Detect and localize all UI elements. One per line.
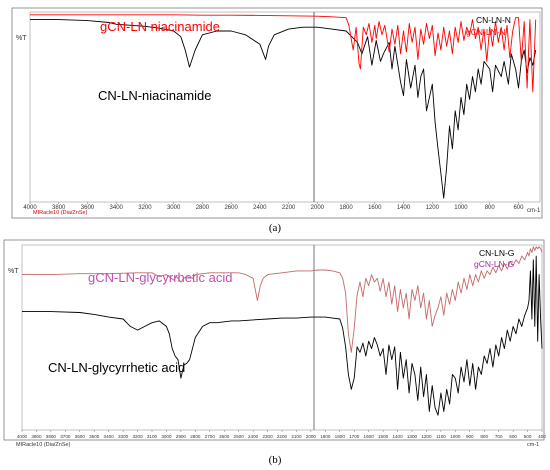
panel-a-xtick-label: 1000: [454, 205, 468, 211]
panel-a-xtick-label: 3000: [167, 205, 181, 211]
panel-a-footer: MIRacle10 (Dia/ZnSe): [33, 210, 88, 216]
panel-b-xtick-label: 3800: [46, 434, 57, 439]
panel-b-xtick-label: 3700: [60, 434, 71, 439]
panel-a-xtick-label: 1600: [368, 205, 382, 211]
panel-a-series: [30, 14, 537, 199]
panel-b-annotation-pink: gCN-LN-glycyrrhetic acid: [88, 270, 232, 285]
panel-b-legend-black: CN-LN-G: [479, 248, 514, 258]
panel-a-xtick-label: 2400: [253, 205, 267, 211]
panel-a-xtick-label: 3600: [81, 205, 95, 211]
caption-b: (b): [268, 454, 282, 466]
panel-b-xtick-label: 800: [480, 434, 488, 439]
panel-a: %T 4000 3800 3600 3400 3200 3000 2800 2600 2400 2…: [11, 7, 543, 219]
panel-b-xunit: cm-1: [527, 442, 539, 448]
panel-b-xtick-label: 2300: [262, 434, 273, 439]
panel-b-ylabel: %T: [8, 268, 19, 275]
panel-b-xtick-label: 2600: [219, 434, 230, 439]
panel-a-xtick-label: 1800: [339, 205, 353, 211]
panel-a-ylabel: %T: [16, 35, 27, 42]
panel-a-xticks: 4000 3800 3600 3400 3200 3000 2800 2600 2400 2200…: [23, 202, 524, 211]
panel-b-plot-area: [21, 244, 543, 431]
panel-a-xtick-label: 4000: [23, 205, 37, 211]
panel-b-xtick-label: 500: [524, 434, 532, 439]
panel-b: %T 4000 3900 3800 3700 3600 3500 3400 3300 3200 3…: [3, 239, 546, 448]
panel-b-xtick-label: 1600: [364, 434, 375, 439]
panel-a-series-cn-ln-n: [30, 19, 537, 199]
panel-a-xtick-label: 2800: [196, 205, 210, 211]
panel-b-xtick-label: 2800: [190, 434, 201, 439]
panel-b-series: [22, 246, 543, 416]
caption-a: (a): [268, 222, 282, 234]
panel-b-xtick-label: 2100: [291, 434, 302, 439]
panel-a-series-gcn-ln-n: [30, 14, 537, 93]
panel-b-xtick-label: 2200: [277, 434, 288, 439]
panel-a-xtick-label: 600: [513, 205, 524, 211]
panel-b-xtick-label: 1200: [421, 434, 432, 439]
panel-b-xtick-label: 3400: [104, 434, 115, 439]
panel-b-xtick-label: 700: [495, 434, 503, 439]
panel-b-xtick-label: 3100: [147, 434, 158, 439]
panel-a-annotation-black: CN-LN-niacinamide: [98, 88, 211, 103]
panel-a-annotation-red: gCN-LN niacinamide: [100, 19, 220, 34]
panel-a-xtick-label: 2000: [311, 205, 325, 211]
panel-b-xtick-label: 3000: [161, 434, 172, 439]
panel-a-xtick-label: 800: [485, 205, 496, 211]
panel-b-xtick-label: 4000: [17, 434, 28, 439]
panel-b-xtick-label: 1700: [349, 434, 360, 439]
panel-b-xtick-label: 900: [466, 434, 474, 439]
panel-a-xtick-label: 1400: [397, 205, 411, 211]
panel-b-xtick-label: 1000: [450, 434, 461, 439]
panel-b-annotation-black: CN-LN-glycyrrhetic acid: [48, 360, 185, 375]
panel-a-xtick-label: 2600: [224, 205, 238, 211]
panel-b-xtick-label: 3500: [89, 434, 100, 439]
panel-b-xtick-label: 1100: [436, 434, 446, 439]
panel-b-xtick-label: 2000: [306, 434, 317, 439]
panel-a-xtick-label: 3400: [110, 205, 124, 211]
panel-a-xtick-label: 3200: [138, 205, 152, 211]
panel-b-xticks: 4000 3900 3800 3700 3600 3500 3400 3300 3200 3100…: [17, 430, 546, 439]
panel-b-xtick-label: 3600: [75, 434, 86, 439]
panel-a-xtick-label: 3800: [52, 205, 66, 211]
panel-b-xtick-label: 1400: [392, 434, 403, 439]
panel-b-xtick-label: 400: [538, 434, 546, 439]
panel-b-legend-purple: gCN-LN-G: [474, 259, 514, 269]
panel-b-series-cn-ln-g: [22, 255, 543, 416]
panel-b-xtick-label: 1500: [378, 434, 389, 439]
panel-b-xtick-label: 1300: [407, 434, 418, 439]
panel-b-xtick-label: 2500: [234, 434, 245, 439]
panel-a-plot-area: [29, 11, 541, 203]
panel-a-xtick-label: 1200: [426, 205, 440, 211]
panel-b-xtick-label: 600: [509, 434, 517, 439]
panel-b-xtick-label: 1900: [320, 434, 331, 439]
panel-b-xtick-label: 2700: [205, 434, 216, 439]
panel-b-xtick-label: 2900: [176, 434, 187, 439]
panel-a-legend-red: gCN-LN-N: [466, 27, 506, 37]
panel-a-legend-black: CN-LN-N: [476, 15, 511, 25]
panel-b-xtick-label: 2400: [248, 434, 259, 439]
panel-b-xtick-label: 3200: [132, 434, 143, 439]
panel-b-xtick-label: 3300: [118, 434, 129, 439]
panel-b-xtick-label: 1800: [335, 434, 346, 439]
panel-b-series-gcn-ln-g: [22, 246, 543, 353]
panel-b-footer: MIRacle10 (Dia/ZnSe): [16, 442, 71, 448]
panel-b-xtick-label: 3900: [31, 434, 42, 439]
panel-a-xtick-label: 2200: [282, 205, 296, 211]
panel-a-xunit: cm-1: [527, 208, 541, 214]
